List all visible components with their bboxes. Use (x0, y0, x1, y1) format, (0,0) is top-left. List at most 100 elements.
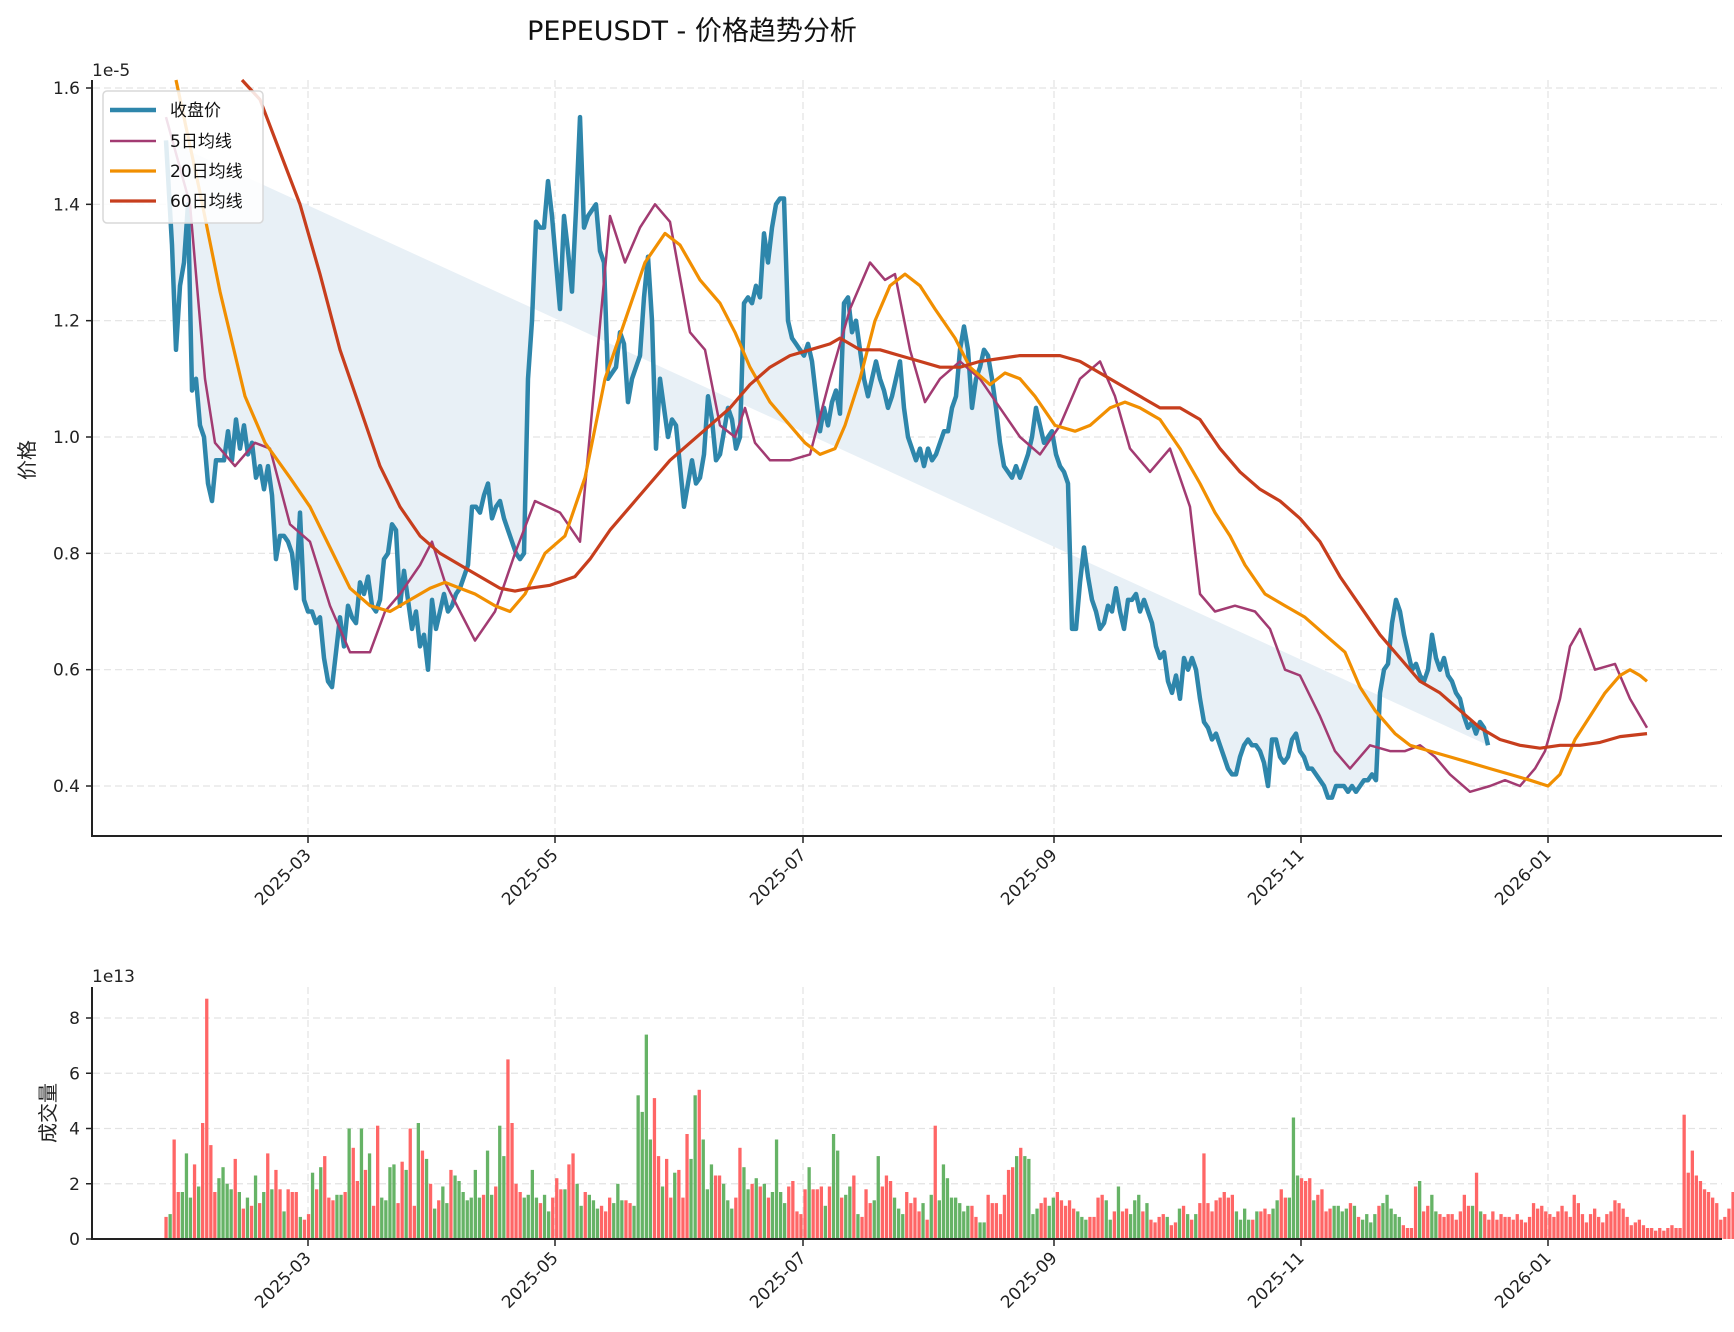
volume-bar (665, 1158, 669, 1239)
legend-label-ma60: 60日均线 (170, 192, 243, 212)
volume-bar (693, 1095, 697, 1239)
volume-bar (457, 1181, 461, 1239)
volume-bar (1100, 1194, 1104, 1239)
volume-bar (730, 1208, 734, 1239)
volume-bar (534, 1197, 539, 1239)
legend-label-close: 收盘价 (170, 101, 221, 121)
volume-bar (339, 1194, 343, 1239)
price-y-tick-label: 1.2 (53, 312, 80, 332)
volume-bar (811, 1189, 815, 1239)
volume-bar (1682, 1114, 1686, 1239)
volume-bar (1023, 1156, 1027, 1239)
volume-bar (1666, 1228, 1670, 1239)
volume-bar (1686, 1172, 1690, 1239)
volume-bar (982, 1222, 986, 1239)
volume-bar (656, 1156, 661, 1239)
price-x-tick-label: 2025-07 (746, 845, 810, 909)
volume-bar (1617, 1203, 1621, 1239)
volume-bar (669, 1197, 673, 1239)
volume-bar (799, 1214, 803, 1239)
legend-item-ma20: 20日均线 (110, 162, 243, 182)
volume-bar (779, 1192, 783, 1239)
chart-title: PEPEUSDT - 价格趋势分析 (527, 16, 857, 47)
volume-bar (1560, 1205, 1564, 1239)
volume-bar (424, 1158, 429, 1239)
volume-bar (917, 1211, 921, 1239)
volume-bar (1719, 1219, 1723, 1239)
volume-bar (1104, 1200, 1108, 1239)
volume-bar (1405, 1228, 1410, 1239)
volume-bar (1149, 1219, 1153, 1239)
volume-x-tick-label: 2025-05 (498, 1248, 562, 1312)
volume-bar (758, 1186, 762, 1239)
volume-bar (1263, 1208, 1267, 1239)
volume-bar (1259, 1211, 1263, 1239)
volume-bar (660, 1186, 665, 1239)
volume-bar (1369, 1222, 1373, 1239)
volume-bar (1511, 1219, 1515, 1239)
volume-bar (1385, 1194, 1389, 1239)
volume-bar (848, 1186, 852, 1239)
volume-bar (1312, 1200, 1316, 1239)
volume-y-tick-label: 8 (69, 1009, 80, 1029)
volume-bar (1715, 1203, 1719, 1239)
volume-bar (453, 1175, 457, 1239)
volume-bar (1401, 1225, 1405, 1239)
volume-bar (856, 1214, 860, 1239)
volume-bar (823, 1205, 827, 1239)
volume-bar (783, 1203, 787, 1239)
volume-bar (880, 1186, 884, 1239)
volume-bar (1540, 1205, 1544, 1239)
volume-bar (449, 1169, 453, 1239)
volume-bar (343, 1192, 347, 1239)
volume-bar (392, 1164, 396, 1239)
volume-bar (1055, 1192, 1059, 1239)
volume-bar (518, 1192, 522, 1239)
volume-bar (1210, 1211, 1214, 1239)
volume-bar (274, 1169, 278, 1239)
volume-bar (282, 1211, 286, 1239)
volume-bar (233, 1158, 237, 1239)
volume-bar (1531, 1203, 1536, 1239)
volume-bar (958, 1203, 962, 1239)
price-y-tick-label: 0.6 (53, 661, 80, 681)
volume-bar (1580, 1214, 1585, 1239)
volume-bar (1393, 1214, 1397, 1239)
volume-bar (937, 1200, 941, 1239)
volume-bar (1063, 1205, 1068, 1239)
volume-bar (538, 1203, 543, 1239)
volume-bar (962, 1211, 966, 1239)
volume-bar (864, 1189, 868, 1239)
volume-bar (1332, 1205, 1336, 1239)
volume-bar (514, 1183, 518, 1240)
volume-bar (310, 1172, 315, 1239)
volume-bar (986, 1194, 990, 1239)
volume-bar (1011, 1167, 1015, 1239)
volume-bar (555, 1178, 559, 1239)
volume-bar (717, 1175, 722, 1239)
volume-bar (510, 1123, 514, 1239)
volume-bar (612, 1203, 616, 1239)
volume-bar (1145, 1203, 1149, 1239)
volume-bar (363, 1169, 368, 1239)
volume-bar (636, 1095, 640, 1239)
volume-bar (1690, 1150, 1694, 1239)
volume-bar (1348, 1203, 1353, 1239)
volume-bar (1271, 1208, 1275, 1239)
volume-bar (184, 1153, 189, 1239)
volume-bar (416, 1123, 420, 1239)
volume-bar (221, 1167, 225, 1239)
volume-bar (575, 1183, 579, 1240)
volume-bar (1670, 1225, 1674, 1239)
volume-bar (1381, 1203, 1385, 1239)
volume-bar (1442, 1216, 1446, 1239)
volume-bar (990, 1203, 994, 1239)
volume-bar (929, 1194, 933, 1239)
volume-bar (1462, 1194, 1466, 1239)
volume-bar (294, 1192, 298, 1239)
ma60-line (240, 78, 1648, 750)
volume-bar (1218, 1197, 1222, 1239)
volume-bar (1609, 1211, 1613, 1239)
volume-bar (766, 1197, 771, 1239)
volume-bar (1316, 1194, 1320, 1239)
